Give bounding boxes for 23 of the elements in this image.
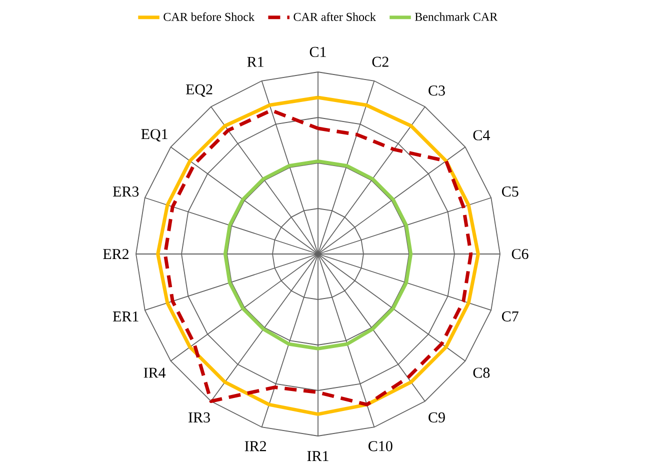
spoke-label: ER3 [112,186,139,197]
legend-label: CAR before Shock [164,12,254,21]
spoke-label: C1 [310,46,326,58]
spoke-label: IR3 [188,412,210,422]
spoke-label: IR1 [307,451,328,461]
spoke-label: EQ1 [141,129,168,142]
legend-label: Benchmark CAR [414,12,498,21]
spoke-label: C4 [473,130,490,140]
spoke-label: IR4 [144,368,166,378]
spoke-label: C5 [502,186,518,197]
spoke-label: C2 [372,56,388,67]
spoke-label: C9 [428,412,445,422]
spoke-label: C3 [428,86,445,96]
spoke-label: IR2 [244,441,266,452]
spoke-label: R1 [247,56,264,67]
spoke-label: C6 [512,248,528,260]
spoke-label: ER1 [112,311,138,322]
spoke-label: ER2 [103,249,128,259]
spoke-label: C8 [473,368,490,378]
spoke-label: C7 [502,311,518,322]
legend-label: CAR after Shock [294,12,376,21]
spoke-label: C10 [368,441,392,452]
spoke-label: EQ2 [186,84,212,97]
